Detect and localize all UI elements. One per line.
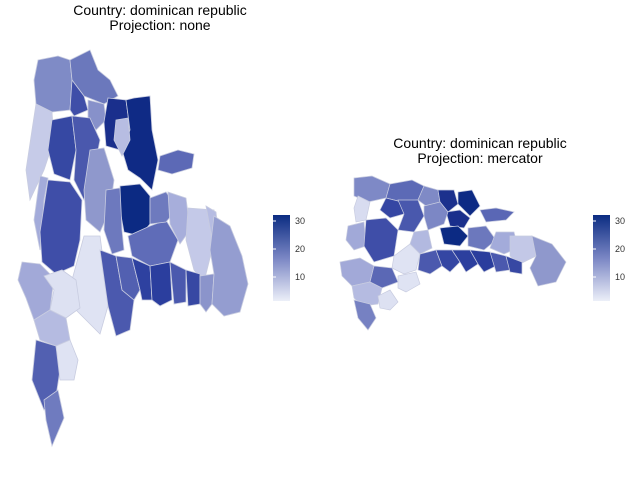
title-country: Country: dominican republic: [73, 2, 247, 18]
title-projection: Projection: none: [109, 17, 211, 33]
province-region: [437, 189, 459, 213]
province-region: [43, 269, 81, 319]
province-region: [127, 219, 179, 267]
province-region: [39, 179, 83, 275]
province-region: [479, 207, 515, 223]
legend-label-10: 10: [615, 272, 625, 282]
province-region: [363, 217, 399, 263]
legend-label-10: 10: [295, 272, 305, 282]
province-region: [339, 257, 375, 287]
province-region: [451, 249, 479, 273]
province-region: [457, 189, 481, 217]
color-legend: 30 20 10: [593, 215, 625, 301]
province-region: [423, 201, 449, 231]
province-region: [397, 199, 425, 233]
province-region: [353, 299, 377, 331]
legend-colorbar: [593, 215, 610, 301]
province-region: [509, 235, 537, 265]
legend-label-20: 20: [615, 244, 625, 254]
province-region: [25, 103, 55, 202]
color-legend: 30 20 10: [273, 215, 305, 301]
province-region: [33, 55, 73, 113]
legend-label-30: 30: [615, 216, 625, 226]
title-country: Country: dominican republic: [393, 135, 567, 151]
legend-colorbar: [273, 215, 290, 301]
province-region: [167, 191, 191, 245]
province-region: [469, 249, 497, 273]
province-region: [157, 149, 195, 175]
province-region: [131, 257, 153, 301]
province-region: [445, 209, 471, 229]
province-region: [199, 273, 215, 313]
legend-label-20: 20: [295, 244, 305, 254]
province-region: [113, 117, 131, 157]
map-title: Country: dominican republic Projection: …: [0, 3, 320, 33]
province-region: [351, 281, 383, 307]
province-region: [353, 195, 371, 223]
province-region: [103, 187, 125, 255]
legend-label-30: 30: [295, 216, 305, 226]
province-region: [417, 249, 443, 275]
map-title: Country: dominican republic Projection: …: [320, 136, 640, 166]
province-region: [505, 255, 523, 275]
map-panel-mercator: Country: dominican republic Projection: …: [320, 0, 640, 480]
province-region: [149, 261, 173, 307]
province-region: [345, 221, 367, 251]
province-region: [409, 229, 433, 255]
province-region: [377, 289, 399, 311]
province-region: [397, 271, 421, 293]
province-region: [69, 78, 89, 117]
province-region: [529, 235, 567, 287]
province-region: [209, 215, 249, 317]
province-region: [369, 265, 399, 289]
province-region: [121, 95, 159, 191]
choropleth-map: 30 20 10: [339, 175, 625, 331]
province-region: [87, 99, 107, 131]
province-region: [169, 261, 187, 305]
province-region: [43, 389, 65, 448]
province-region: [489, 251, 511, 273]
province-region: [439, 225, 469, 247]
province-region: [435, 249, 461, 273]
choropleth-map: 30 20 10: [17, 49, 305, 448]
province-region: [55, 339, 79, 381]
title-projection: Projection: mercator: [417, 150, 543, 166]
province-region: [47, 115, 77, 181]
map-panel-none: Country: dominican republic Projection: …: [0, 3, 320, 448]
province-region: [467, 225, 497, 251]
province-region: [185, 269, 201, 307]
